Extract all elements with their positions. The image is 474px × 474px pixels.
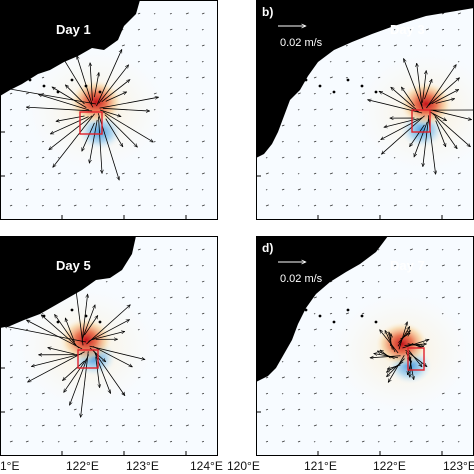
tick-label: 122°E bbox=[373, 459, 406, 473]
study-area-box bbox=[79, 111, 103, 135]
panel-title: Day 7 bbox=[390, 258, 425, 273]
panel-day-5: Day 5 bbox=[0, 236, 218, 456]
study-area-box bbox=[407, 347, 425, 371]
panel-title: Day 3 bbox=[390, 22, 425, 37]
longitude-tick-labels: 1°E 122°E 123°E 124°E 120°E 121°E 122°E … bbox=[0, 459, 474, 473]
tick-label: 120°E bbox=[227, 459, 260, 473]
land-mass bbox=[256, 0, 474, 158]
tick-label: 123°E bbox=[443, 459, 474, 473]
coastal-islands bbox=[304, 308, 378, 324]
panel-day-1: Day 1 bbox=[0, 0, 218, 220]
eddy-velocity-arrows bbox=[368, 59, 474, 175]
coastal-islands bbox=[304, 78, 378, 94]
eddy-velocity-arrows bbox=[4, 285, 145, 417]
study-area-box bbox=[411, 109, 431, 133]
eddy-velocity-arrows bbox=[370, 322, 429, 383]
panel-day-3: Day 3 b) 0.02 m/s bbox=[256, 0, 474, 220]
scale-label: 0.02 m/s bbox=[280, 37, 323, 49]
land-mass bbox=[0, 0, 140, 96]
panel-frame bbox=[0, 0, 218, 220]
land-mass bbox=[0, 236, 136, 328]
warm-anomaly-patch bbox=[400, 82, 452, 126]
panel-title: Day 1 bbox=[56, 22, 91, 37]
panel-letter-label: d) bbox=[262, 241, 273, 255]
land-mass bbox=[256, 236, 388, 382]
scale-label: 0.02 m/s bbox=[280, 273, 323, 285]
panel-letter-label: b) bbox=[262, 5, 273, 19]
panel-frame bbox=[0, 236, 218, 456]
tick-label: 123°E bbox=[126, 459, 159, 473]
tick-label: 122°E bbox=[66, 459, 99, 473]
warm-anomaly-patch bbox=[60, 318, 112, 362]
study-area-box bbox=[77, 349, 99, 369]
panel-title: Day 5 bbox=[56, 258, 91, 273]
panel-day-7: Day 7 d) 0.02 m/s bbox=[256, 236, 474, 456]
tick-label: 124°E bbox=[190, 459, 223, 473]
tick-label: 1°E bbox=[0, 459, 19, 473]
eddy-velocity-arrows bbox=[4, 49, 159, 180]
tick-label: 121°E bbox=[304, 459, 337, 473]
